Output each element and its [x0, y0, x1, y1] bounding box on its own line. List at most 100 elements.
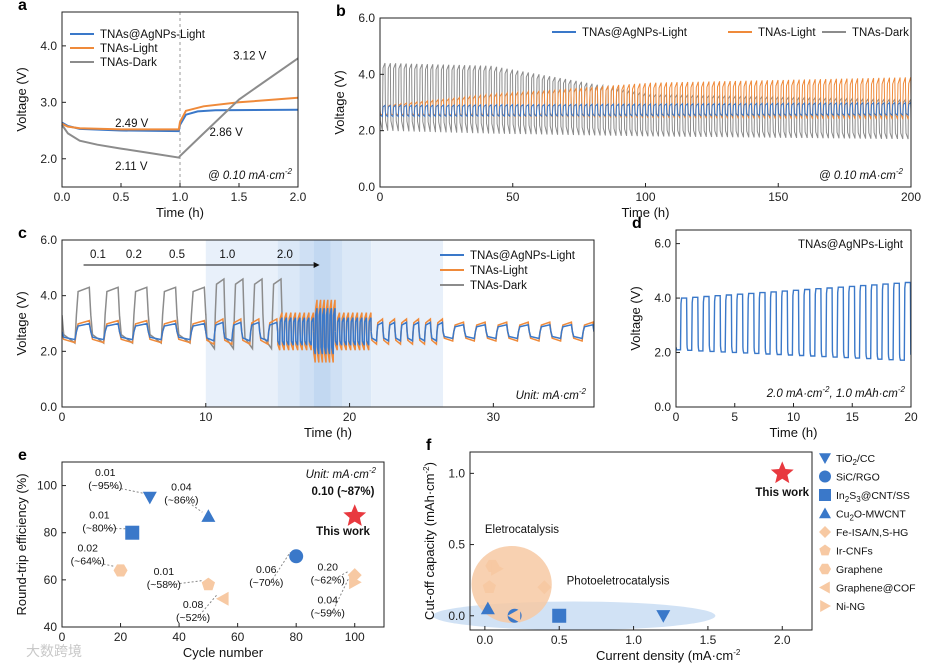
y-tick-label: 0.0 [448, 609, 465, 623]
y-tick-label: 40 [44, 620, 58, 634]
panel-b: TNAs@AgNPs-Light TNAs-Light TNAs-Dark @ 0.1… [332, 3, 921, 220]
legend-label: TNAs-Light [100, 43, 158, 55]
x-axis-label: Time (h) [770, 425, 818, 440]
point-label: (~62%) [311, 574, 345, 586]
y-tick-label: 2.0 [40, 344, 57, 358]
x-tick-label: 0.5 [551, 633, 568, 647]
series-line-TNAs-Dark [380, 62, 911, 140]
legend-marker [819, 581, 830, 594]
legend-marker [819, 453, 831, 464]
point-label: (~59%) [311, 607, 345, 619]
data-point [289, 549, 304, 564]
condition-label: @ 0.10 mA·cm-2 [819, 167, 904, 182]
value-annotation: 2.86 V [210, 127, 244, 139]
legend-marker [819, 544, 831, 556]
plot-area [62, 277, 594, 363]
region-label: Photoeletrocatalysis [567, 575, 670, 587]
legend-marker [819, 470, 831, 483]
legend-label: Graphene@COF [836, 583, 916, 595]
panel-label: f [426, 437, 432, 454]
legend-label: Cu2O-MWCNT [836, 509, 906, 523]
point-label: (~95%) [88, 480, 122, 492]
x-tick-label: 150 [768, 190, 788, 204]
y-tick-label: 60 [44, 573, 58, 587]
point-label: This work [755, 487, 809, 499]
point-label: 0.01 [89, 510, 110, 522]
x-tick-label: 200 [901, 190, 921, 204]
photoelectro-region [432, 601, 716, 630]
series-line-TNAs-Light [380, 77, 911, 120]
legend-label: TNAs@AgNPs-Light [798, 239, 904, 251]
point-label: 0.08 [183, 599, 204, 611]
legend-label: TNAs-Light [758, 27, 816, 39]
x-tick-label: 60 [231, 630, 245, 644]
series-line-TNAs@AgNPs-Light [312, 308, 336, 355]
point-label: (~70%) [249, 577, 283, 589]
legend-label: In2S3@CNT/SS [836, 490, 910, 504]
legend-label: SiC/RGO [836, 472, 880, 484]
x-tick-label: 30 [487, 410, 501, 424]
leader-line [196, 594, 218, 619]
point-label: (~64%) [71, 556, 105, 568]
x-tick-label: 50 [506, 190, 520, 204]
legend-label: TiO2/CC [836, 453, 875, 467]
x-tick-label: 5 [731, 410, 738, 424]
panel-label: b [336, 3, 346, 20]
y-tick-label: 0.0 [40, 400, 57, 414]
x-tick-label: 10 [787, 410, 801, 424]
legend-label: TNAs-Light [470, 265, 528, 277]
panel-label: d [632, 215, 642, 232]
legend-label: TNAs-Dark [470, 280, 527, 292]
point-label: (~58%) [147, 579, 181, 591]
x-tick-label: 2.0 [290, 190, 307, 204]
series-line-TNAs-Dark [61, 57, 299, 159]
point-label: (~80%) [82, 523, 116, 535]
y-tick-label: 100 [37, 479, 57, 493]
y-tick-label: 1.0 [448, 466, 465, 480]
point-label: 0.04 [318, 594, 339, 606]
value-annotation: 2.49 V [115, 118, 149, 130]
y-axis-label: Cut-off capacity (mAh·cm-2) [422, 462, 437, 620]
data-point-Graphene@COF [507, 608, 521, 623]
leader-line [331, 577, 350, 614]
x-tick-label: 1.5 [700, 633, 717, 647]
point-label: 0.20 [318, 561, 339, 573]
y-tick-label: 2.0 [40, 152, 57, 166]
legend-label: Ni-NG [836, 601, 865, 613]
series-line-TNAs@AgNPs-Light [370, 321, 444, 343]
data-point-TiO2/CC [656, 610, 671, 623]
x-tick-label: 1.5 [231, 190, 248, 204]
x-tick-label: 1.0 [625, 633, 642, 647]
x-axis-label: Current density (mA·cm-2 [596, 648, 741, 663]
x-tick-label: 0.0 [477, 633, 494, 647]
x-tick-label: 100 [345, 630, 365, 644]
y-tick-label: 6.0 [40, 233, 57, 247]
y-axis-label: Voltage (V) [628, 286, 643, 350]
legend-marker [819, 507, 831, 519]
legend-label: TNAs@AgNPs-Light [582, 27, 688, 39]
data-point [201, 577, 216, 591]
point-label: (~86%) [164, 494, 198, 506]
y-tick-label: 0.0 [358, 180, 375, 194]
x-tick-label: 0 [673, 410, 680, 424]
x-tick-label: 20 [114, 630, 128, 644]
legend-label: Fe-ISA/N,S-HG [836, 527, 908, 539]
y-axis-label: Voltage (V) [14, 67, 29, 131]
data-point-In2S3@CNT/SS [552, 608, 567, 623]
x-tick-label: 0 [59, 630, 66, 644]
condition-label: @ 0.10 mA·cm-2 [208, 167, 293, 182]
y-tick-label: 0.5 [448, 538, 465, 552]
legend-marker [819, 526, 831, 538]
y-tick-label: 2.0 [654, 346, 671, 360]
rate-label: 1.0 [219, 249, 235, 261]
legend-label: Ir-CNFs [836, 546, 873, 558]
point-label: 0.04 [171, 481, 192, 493]
series-line-TNAs@AgNPs-Light [334, 317, 372, 346]
legend-marker [820, 600, 831, 612]
y-tick-label: 3.0 [40, 95, 57, 109]
y-axis-label: Voltage (V) [332, 70, 347, 134]
y-tick-label: 80 [44, 526, 58, 540]
x-tick-label: 100 [635, 190, 655, 204]
legend-marker [819, 563, 831, 575]
